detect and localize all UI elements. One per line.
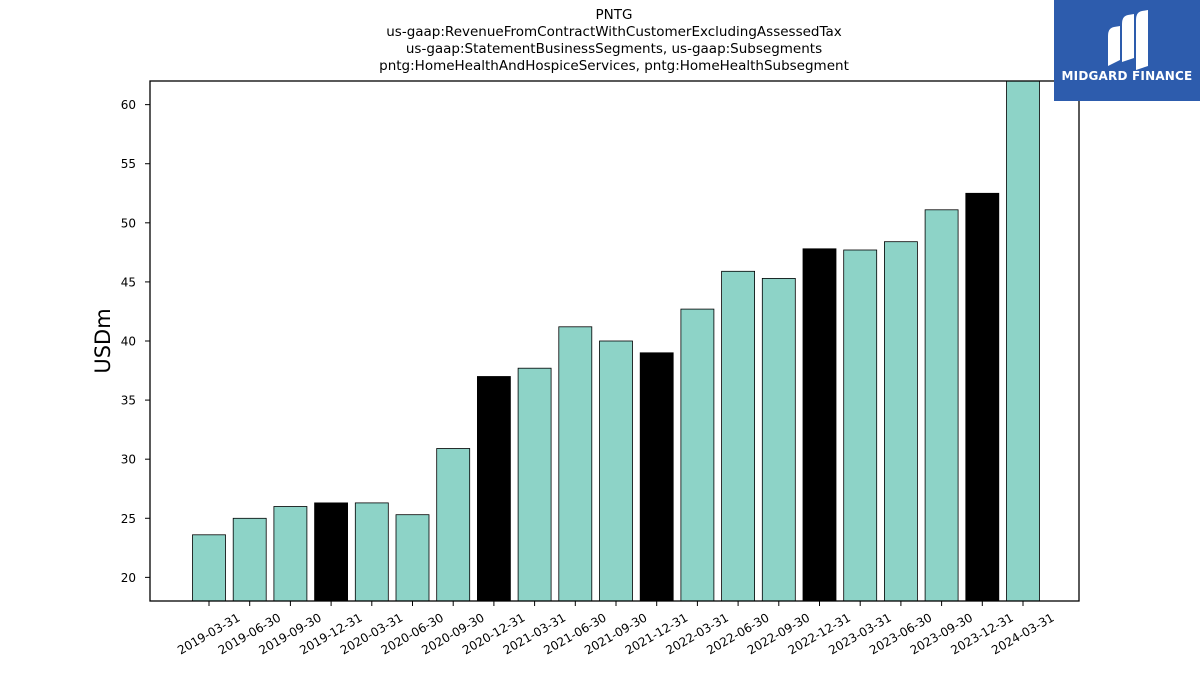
y-tick-label: 20 (121, 571, 136, 585)
midgard-finance-logo: MIDGARD FINANCE (1054, 0, 1200, 101)
y-tick-label: 55 (121, 157, 136, 171)
title-line-axis: us-gaap:StatementBusinessSegments, us-ga… (405, 41, 823, 57)
logo-text: MIDGARD FINANCE (1061, 69, 1193, 83)
bar-2019-06-30 (232, 517, 267, 602)
x-axis-ticks: 2019-03-312019-06-302019-09-302019-12-31… (175, 601, 1057, 657)
bar-2021-03-31 (517, 367, 552, 602)
y-tick-label: 50 (121, 216, 136, 230)
bar-2023-06-30 (884, 241, 918, 602)
bar-2020-03-31 (354, 502, 389, 602)
bar-2020-06-30 (395, 514, 430, 602)
midgard-m-logo-icon (1108, 10, 1148, 70)
title-line-ticker: PNTG (595, 7, 633, 23)
bar-2024-03-31 (1006, 80, 1040, 602)
bar-2022-06-30 (721, 270, 755, 602)
y-tick-label: 25 (121, 512, 136, 526)
y-tick-label: 60 (121, 98, 136, 112)
y-tick-label: 40 (121, 335, 136, 349)
bar-2019-12-31 (314, 502, 349, 602)
y-axis-ticks: 20 25 30 35 40 45 50 55 60 (121, 98, 150, 585)
title-line-member: pntg:HomeHealthAndHospiceServices, pntg:… (379, 58, 849, 74)
y-axis-label: USDm (91, 308, 115, 373)
bar-2019-03-31 (192, 534, 226, 602)
bar-2023-12-31 (965, 192, 1000, 602)
y-tick-label: 35 (121, 394, 136, 408)
bar-2020-12-31 (476, 376, 511, 602)
bar-2022-09-30 (761, 277, 796, 602)
bar-2021-12-31 (639, 352, 674, 602)
bar-2023-03-31 (843, 249, 878, 602)
bar-2021-06-30 (558, 326, 593, 602)
bars-group (192, 80, 1040, 602)
y-tick-label: 45 (121, 275, 136, 289)
title-line-concept: us-gaap:RevenueFromContractWithCustomerE… (386, 24, 842, 40)
bar-2020-09-30 (436, 448, 471, 602)
bar-2019-09-30 (273, 506, 308, 602)
bar-2021-09-30 (599, 340, 633, 602)
bar-2022-12-31 (802, 248, 837, 602)
bar-2022-03-31 (680, 308, 715, 602)
y-tick-label: 30 (121, 453, 136, 467)
bar-2023-09-30 (924, 209, 959, 602)
